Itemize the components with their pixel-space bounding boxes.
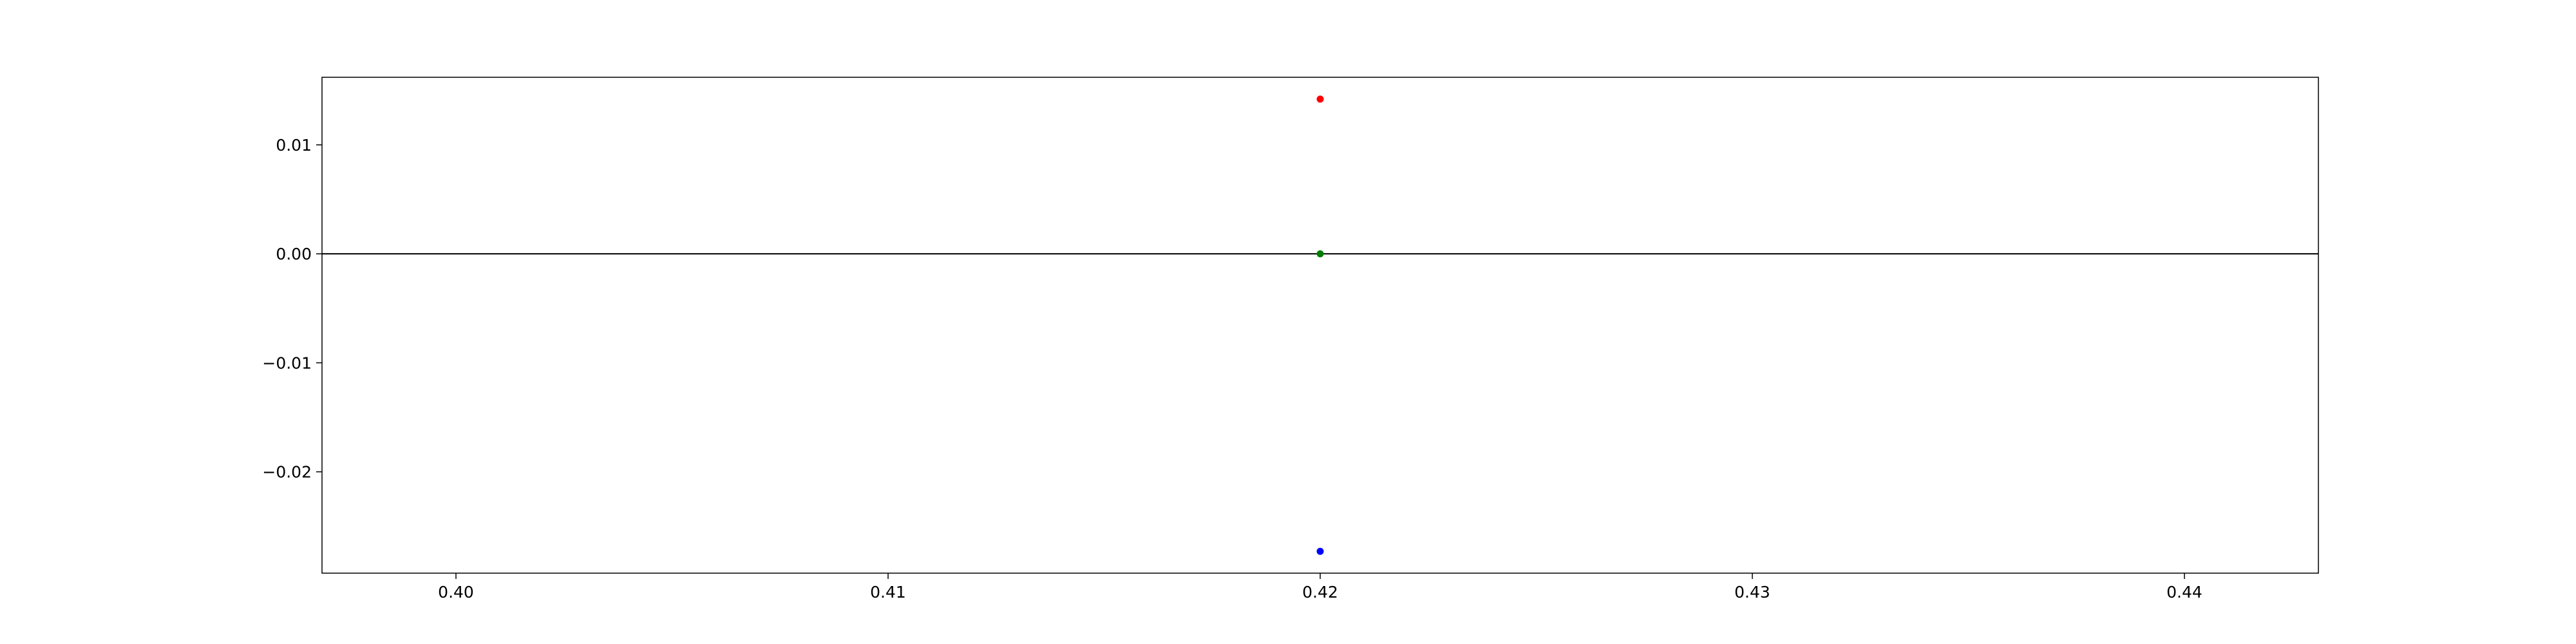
x-tick-label: 0.44 [2166, 583, 2202, 601]
x-tick-label: 0.41 [870, 583, 906, 601]
data-point [1316, 250, 1324, 258]
y-tick-label: −0.02 [262, 463, 312, 482]
x-tick-label: 0.42 [1302, 583, 1338, 601]
y-tick-label: −0.01 [262, 354, 312, 372]
data-point [1316, 95, 1324, 103]
plot-area [322, 95, 2318, 555]
y-tick-label: 0.00 [276, 245, 312, 263]
x-tick-label: 0.40 [438, 583, 474, 601]
axes-frame [321, 77, 2319, 574]
data-point [1316, 547, 1324, 555]
y-tick-label: 0.01 [276, 136, 312, 155]
x-tick-label: 0.43 [1734, 583, 1770, 601]
y-axis: 0.01 0.00 −0.01 −0.02 [262, 136, 322, 482]
x-axis: 0.40 0.41 0.42 0.43 0.44 [438, 573, 2202, 601]
